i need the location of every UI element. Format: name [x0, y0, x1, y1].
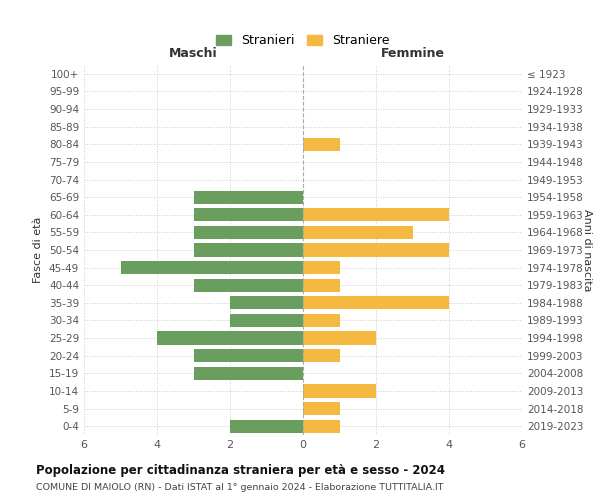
Bar [303, 296, 449, 310]
Bar [230, 296, 303, 310]
Bar [230, 314, 303, 327]
Bar [303, 349, 340, 362]
Bar [157, 332, 303, 344]
Bar [303, 384, 376, 398]
Bar [193, 226, 303, 239]
Bar [303, 402, 340, 415]
Bar [303, 208, 449, 222]
Bar [193, 278, 303, 292]
Bar [303, 314, 340, 327]
Bar [193, 244, 303, 256]
Bar [303, 278, 340, 292]
Bar [121, 261, 303, 274]
Text: Popolazione per cittadinanza straniera per età e sesso - 2024: Popolazione per cittadinanza straniera p… [36, 464, 445, 477]
Bar [303, 332, 376, 344]
Bar [193, 190, 303, 204]
Bar [303, 261, 340, 274]
Bar [303, 226, 413, 239]
Bar [303, 138, 340, 151]
Bar [230, 420, 303, 433]
Text: COMUNE DI MAIOLO (RN) - Dati ISTAT al 1° gennaio 2024 - Elaborazione TUTTITALIA.: COMUNE DI MAIOLO (RN) - Dati ISTAT al 1°… [36, 482, 443, 492]
Bar [193, 349, 303, 362]
Bar [193, 208, 303, 222]
Y-axis label: Fasce di età: Fasce di età [34, 217, 43, 283]
Legend: Stranieri, Straniere: Stranieri, Straniere [212, 30, 394, 51]
Text: Maschi: Maschi [169, 46, 218, 60]
Bar [303, 244, 449, 256]
Y-axis label: Anni di nascita: Anni di nascita [582, 209, 592, 291]
Bar [303, 420, 340, 433]
Bar [193, 366, 303, 380]
Text: Femmine: Femmine [380, 46, 445, 60]
